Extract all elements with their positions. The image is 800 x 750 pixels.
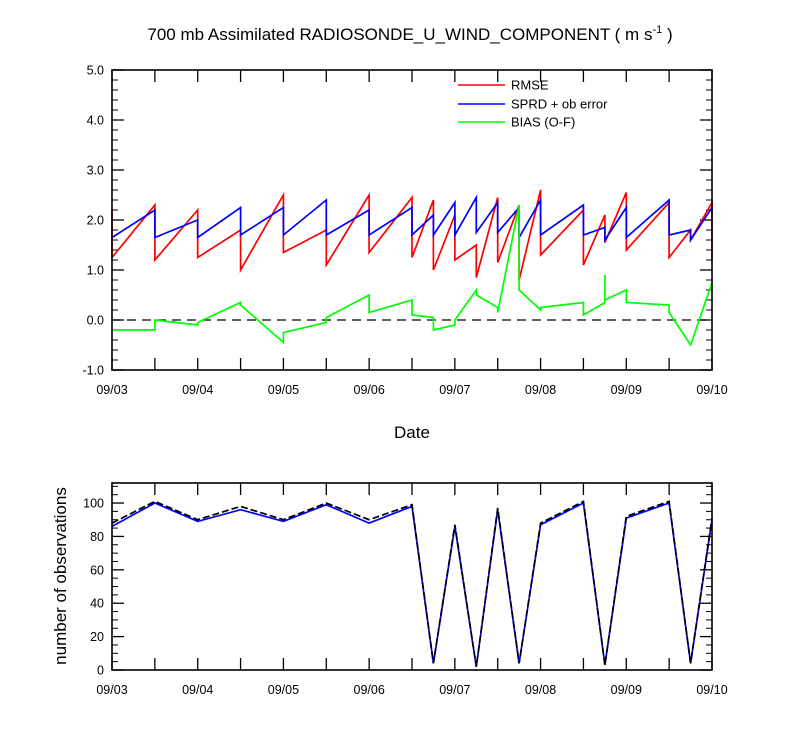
bottom-series-group: [111, 500, 713, 667]
x-tick-label: 09/03: [96, 383, 127, 397]
legend-item-rmse: RMSE: [458, 78, 549, 93]
series-line-bias-o-f: [112, 204, 713, 347]
x-axis-title: Date: [394, 423, 430, 442]
x-tick-label: 09/08: [525, 383, 556, 397]
y-tick-label: 0.0: [87, 314, 104, 328]
y-tick-label: 0: [97, 664, 104, 678]
series-line-observations-possible: [111, 500, 713, 667]
x-tick-label: 09/09: [611, 383, 642, 397]
x-tick-label: 09/08: [525, 683, 556, 697]
chart-title-end: ): [662, 25, 672, 44]
bottom-plot-frame: [111, 482, 713, 671]
chart-title: 700 mb Assimilated RADIOSONDE_U_WIND_COM…: [147, 24, 672, 44]
y-tick-label: 5.0: [87, 64, 104, 78]
x-tick-label: 09/03: [96, 683, 127, 697]
y-tick-label: 60: [90, 563, 104, 577]
y-tick-label: 40: [90, 597, 104, 611]
y-tick-label: 20: [90, 630, 104, 644]
x-tick-label: 09/06: [354, 683, 385, 697]
x-tick-label: 09/09: [611, 683, 642, 697]
series-line-observations-assimilated: [111, 501, 713, 667]
top-x-tick-labels: 09/03 09/04 09/05 09/06 09/07 09/08 09/09 09/10: [96, 383, 727, 397]
x-tick-label: 09/05: [268, 383, 299, 397]
top-panel: 09/03 09/04 09/05 09/06 09/07 09/08 09/09 09/10…: [82, 64, 727, 443]
legend-item-sprd: SPRD + ob error: [458, 97, 608, 112]
y-tick-label: 80: [90, 530, 104, 544]
x-tick-label: 09/04: [182, 683, 213, 697]
chart-title-main: 700 mb Assimilated RADIOSONDE_U_WIND_COM…: [147, 25, 652, 44]
x-tick-label: 09/07: [439, 383, 470, 397]
top-series-group: [111, 189, 713, 347]
legend-label-sprd: SPRD + ob error: [511, 97, 608, 112]
bottom-panel: 09/03 09/04 09/05 09/06 09/07 09/08 09/09 09/10…: [51, 482, 728, 697]
bottom-ticks: [111, 483, 713, 671]
x-tick-label: 09/10: [696, 683, 727, 697]
y-axis-title-observations: number of observations: [51, 487, 70, 665]
legend-item-bias: BIAS (O-F): [458, 115, 575, 130]
top-y-tick-labels: -1.0 0.0 1.0 2.0 3.0 4.0 5.0: [82, 64, 104, 378]
y-tick-label: 3.0: [87, 164, 104, 178]
x-tick-label: 09/05: [268, 683, 299, 697]
y-tick-label: -1.0: [82, 364, 104, 378]
chart-title-superscript: -1: [652, 24, 662, 36]
y-tick-label: 2.0: [87, 214, 104, 228]
bottom-y-tick-labels: 0 20 40 60 80 100: [83, 497, 104, 678]
legend: RMSE SPRD + ob error BIAS (O-F): [458, 78, 608, 130]
legend-label-bias: BIAS (O-F): [511, 115, 575, 130]
x-tick-label: 09/07: [439, 683, 470, 697]
y-tick-label: 4.0: [87, 114, 104, 128]
series-line-sprd-ob-error: [111, 194, 713, 243]
legend-label-rmse: RMSE: [511, 78, 549, 93]
y-tick-label: 1.0: [87, 264, 104, 278]
bottom-x-tick-labels: 09/03 09/04 09/05 09/06 09/07 09/08 09/09 09/10: [96, 683, 727, 697]
x-tick-label: 09/10: [696, 383, 727, 397]
top-plot-frame: [111, 69, 713, 371]
x-tick-label: 09/04: [182, 383, 213, 397]
y-tick-label: 100: [83, 497, 104, 511]
x-tick-label: 09/06: [354, 383, 385, 397]
